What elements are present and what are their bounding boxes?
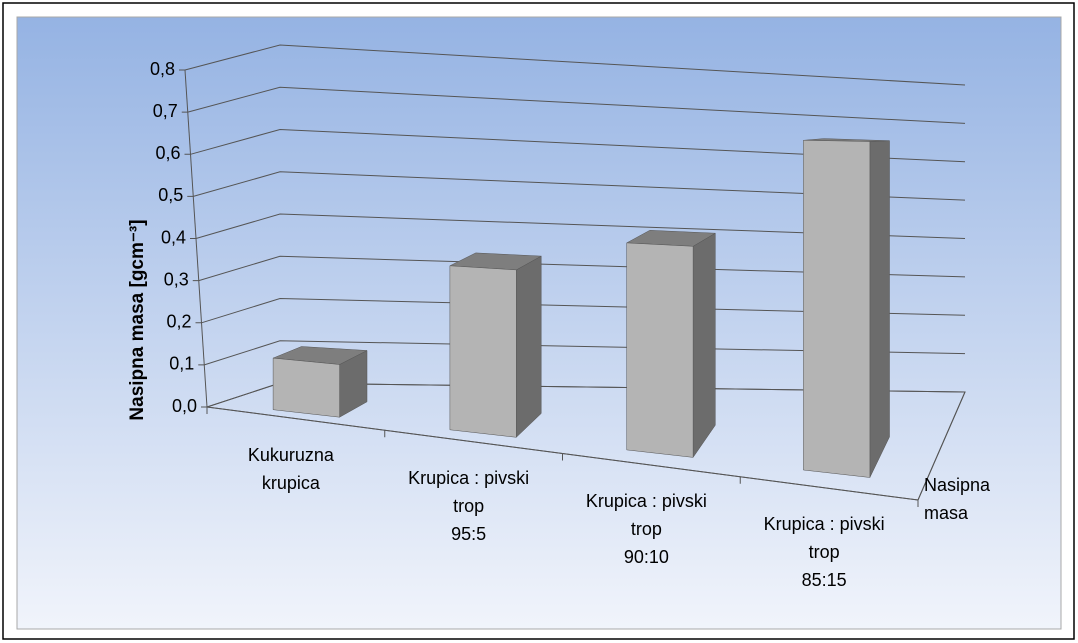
y-tick-label: 0,5 [158, 185, 183, 205]
y-tick-label: 0,7 [153, 101, 178, 121]
bar [272, 357, 340, 418]
y-tick-label: 0,1 [169, 354, 194, 374]
grid-line [184, 44, 966, 86]
bar-side [516, 255, 542, 438]
bar [449, 265, 517, 438]
grid-line [193, 171, 966, 201]
x-tick-label: Krupica : pivski trop 90:10 [585, 491, 707, 568]
y-tick-label: 0,0 [172, 396, 197, 416]
y-tick-label: 0,6 [155, 143, 180, 163]
grid-line [190, 128, 966, 163]
x-tick-label: Krupica : pivski trop 85:15 [763, 514, 885, 591]
x-tick-label: Kukuruzna krupica [247, 444, 334, 493]
bar-side [692, 232, 716, 459]
y-tick-label: 0,8 [150, 59, 175, 79]
bar [803, 140, 871, 478]
y-tick-label: 0,3 [164, 269, 189, 289]
grid-line [187, 86, 966, 124]
depth-axis [917, 391, 966, 501]
y-tick-label: 0,2 [166, 312, 191, 332]
y-axis [184, 69, 208, 408]
bar [626, 242, 694, 458]
y-axis-title: Nasipna masa [gcm⁻³] [127, 219, 148, 420]
depth-axis-label: Nasipna masa [924, 475, 991, 523]
x-tick-label: Krupica : pivski trop 95:5 [408, 467, 530, 544]
grid-line [195, 213, 966, 239]
grid-line [198, 255, 966, 282]
grid-line [201, 297, 966, 324]
bar-side [869, 140, 890, 478]
y-tick-label: 0,4 [161, 227, 186, 247]
grid-line [204, 340, 966, 366]
